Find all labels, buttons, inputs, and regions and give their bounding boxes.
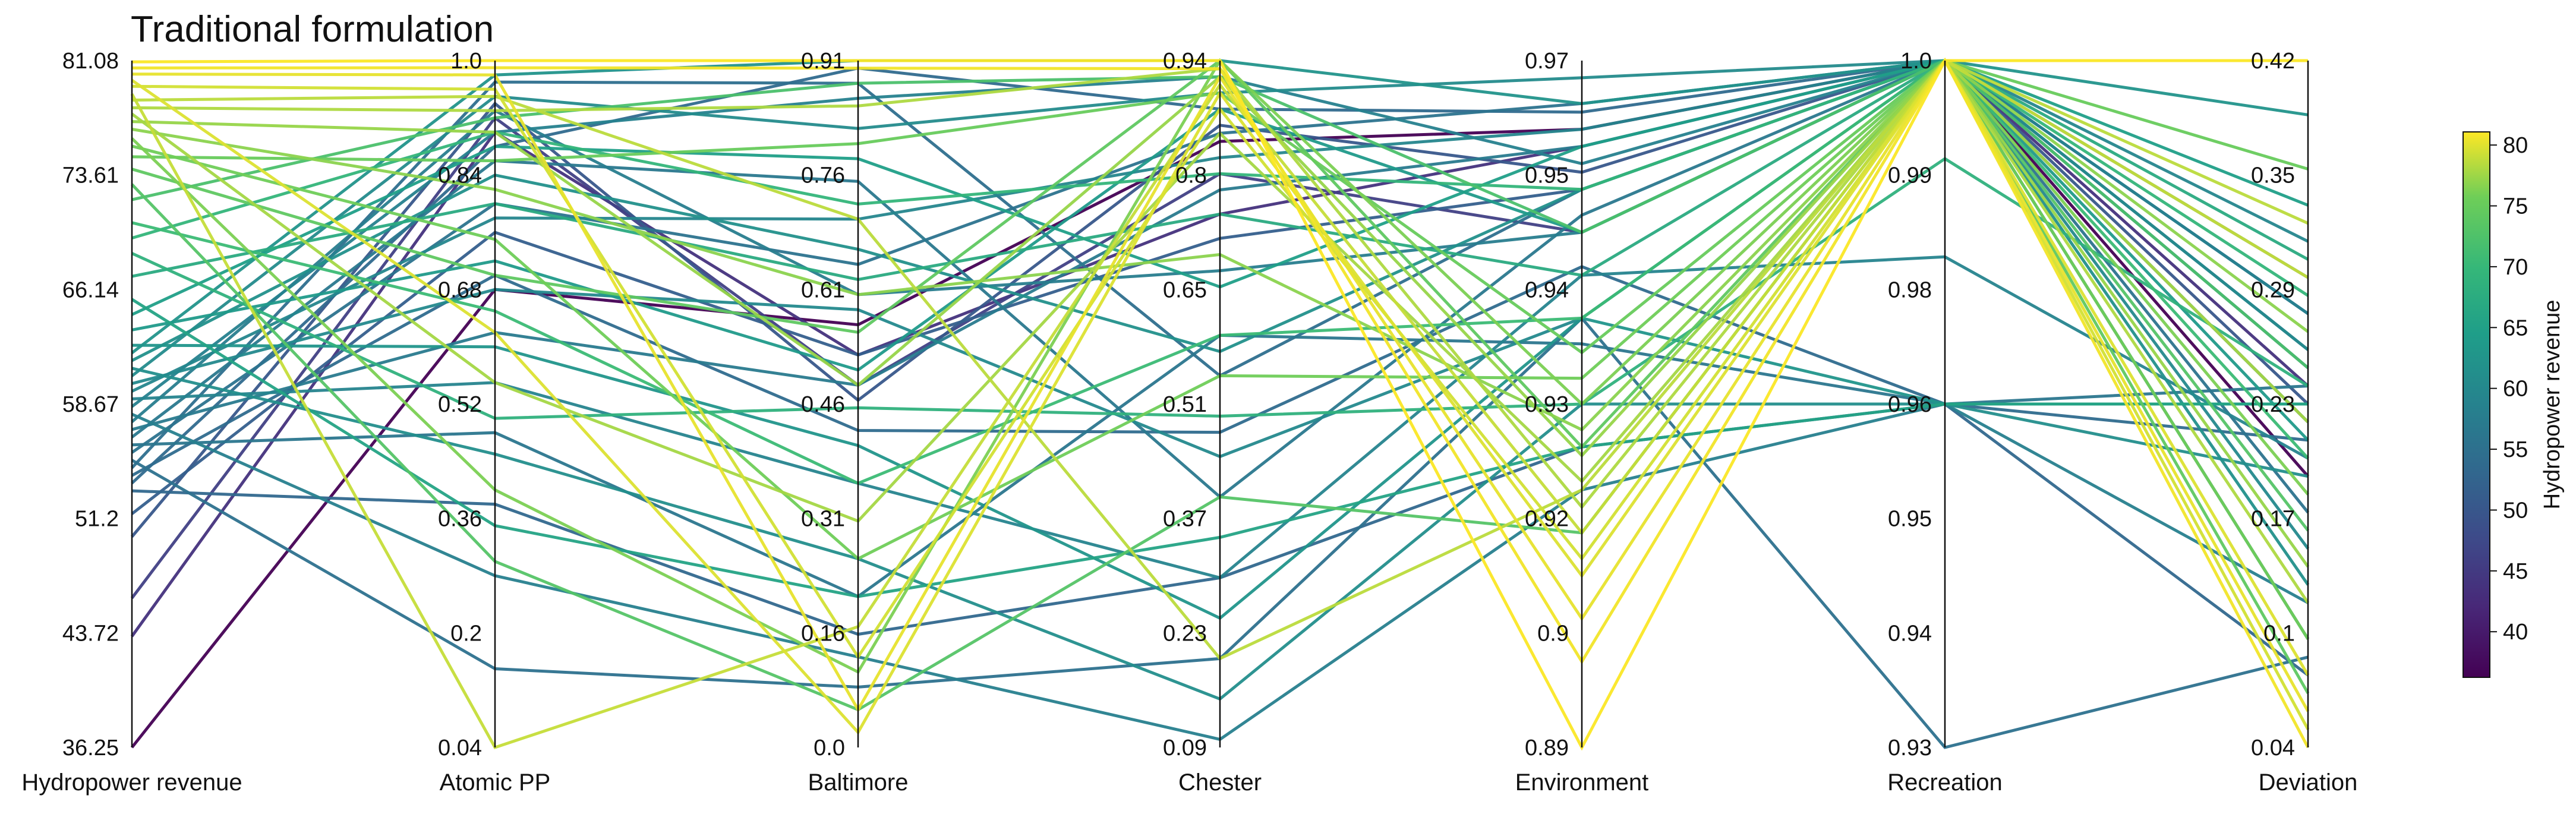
- axis-tick-label: 0.35: [2251, 163, 2295, 188]
- axis-tick-label: 51.2: [75, 507, 119, 532]
- axis-tick-label: 0.76: [801, 163, 845, 188]
- axis-tick-label: 0.0: [814, 736, 845, 761]
- axis-name-3: Chester: [1178, 769, 1262, 796]
- axis-tick-label: 0.95: [1888, 507, 1932, 532]
- colorbar-tick-label: 60: [2503, 377, 2528, 402]
- axis-tick-label: 0.1: [2263, 621, 2295, 646]
- axis-tick-label: 43.72: [62, 621, 119, 646]
- axis-tick-label: 0.97: [1525, 49, 1569, 74]
- axis-tick-label: 36.25: [62, 736, 119, 761]
- axis-name-0: Hydropower revenue: [21, 769, 242, 796]
- axis-tick-label: 0.94: [1525, 277, 1569, 302]
- axis-tick-label: 0.61: [801, 277, 845, 302]
- axis-tick-label: 0.37: [1163, 507, 1207, 532]
- axis-tick-label: 0.95: [1525, 163, 1569, 188]
- axis-tick-label: 0.93: [1525, 392, 1569, 417]
- colorbar-label: Hydropower revenue: [2540, 300, 2565, 510]
- axis-tick-label: 0.65: [1163, 277, 1207, 302]
- colorbar-tick-label: 75: [2503, 194, 2528, 219]
- axis-tick-label: 0.42: [2251, 49, 2295, 74]
- axis-tick-label: 0.51: [1163, 392, 1207, 417]
- axis-tick-label: 0.52: [438, 392, 482, 417]
- axis-tick-label: 0.8: [1175, 163, 1207, 188]
- axis-tick-label: 0.46: [801, 392, 845, 417]
- axis-tick-label: 0.04: [2251, 736, 2295, 761]
- axis-tick-label: 81.08: [62, 49, 119, 74]
- axis-tick-label: 0.36: [438, 507, 482, 532]
- axis-tick-label: 0.84: [438, 163, 482, 188]
- colorbar: Hydropower revenue 80 75 70 65 60 55 50 45 40: [2463, 131, 2565, 678]
- axis-tick-label: 0.94: [1163, 49, 1207, 74]
- axis-tick-label: 58.67: [62, 392, 119, 417]
- axis-tick-label: 0.09: [1163, 736, 1207, 761]
- axis-tick-label: 73.61: [62, 163, 119, 188]
- axis-tick-label: 0.2: [450, 621, 482, 646]
- colorbar-tick-label: 45: [2503, 559, 2528, 584]
- axis-name-4: Environment: [1515, 769, 1649, 796]
- axis-tick-label: 0.68: [438, 277, 482, 302]
- axis-tick-label: 0.93: [1888, 736, 1932, 761]
- axis-name-2: Baltimore: [808, 769, 909, 796]
- axis-tick-label: 0.29: [2251, 277, 2295, 302]
- axes-layer: 81.08 73.61 66.14 58.67 51.2 43.72 36.25 Hydrop…: [21, 49, 2357, 796]
- axis-tick-label: 66.14: [62, 277, 119, 302]
- colorbar-gradient: [2463, 131, 2490, 678]
- axis-tick-label: 0.23: [1163, 621, 1207, 646]
- axis-tick-label: 0.94: [1888, 621, 1932, 646]
- axis-tick-label: 0.17: [2251, 507, 2295, 532]
- colorbar-tick-label: 50: [2503, 498, 2528, 523]
- colorbar-tick-label: 55: [2503, 437, 2528, 462]
- axis-tick-label: 0.04: [438, 736, 482, 761]
- axis-tick-label: 0.23: [2251, 392, 2295, 417]
- axis-tick-label: 0.92: [1525, 507, 1569, 532]
- colorbar-tick-label: 80: [2503, 133, 2528, 158]
- axis-tick-label: 0.16: [801, 621, 845, 646]
- axis-tick-label: 0.31: [801, 507, 845, 532]
- axis-tick-label: 1.0: [450, 49, 482, 74]
- axis-tick-label: 0.89: [1525, 736, 1569, 761]
- axis-tick-label: 0.98: [1888, 277, 1932, 302]
- axis-tick-label: 0.96: [1888, 392, 1932, 417]
- axis-name-6: Deviation: [2259, 769, 2358, 796]
- axis-name-5: Recreation: [1887, 769, 2002, 796]
- axis-tick-label: 1.0: [1900, 49, 1932, 74]
- colorbar-tick-label: 40: [2503, 620, 2528, 645]
- axis-tick-label: 0.9: [1537, 621, 1569, 646]
- chart-title: Traditional formulation: [131, 9, 494, 50]
- axis-tick-label: 0.91: [801, 49, 845, 74]
- colorbar-tick-label: 70: [2503, 255, 2528, 280]
- axis-tick-label: 0.99: [1888, 163, 1932, 188]
- axis-name-1: Atomic PP: [440, 769, 551, 796]
- colorbar-tick-label: 65: [2503, 315, 2528, 340]
